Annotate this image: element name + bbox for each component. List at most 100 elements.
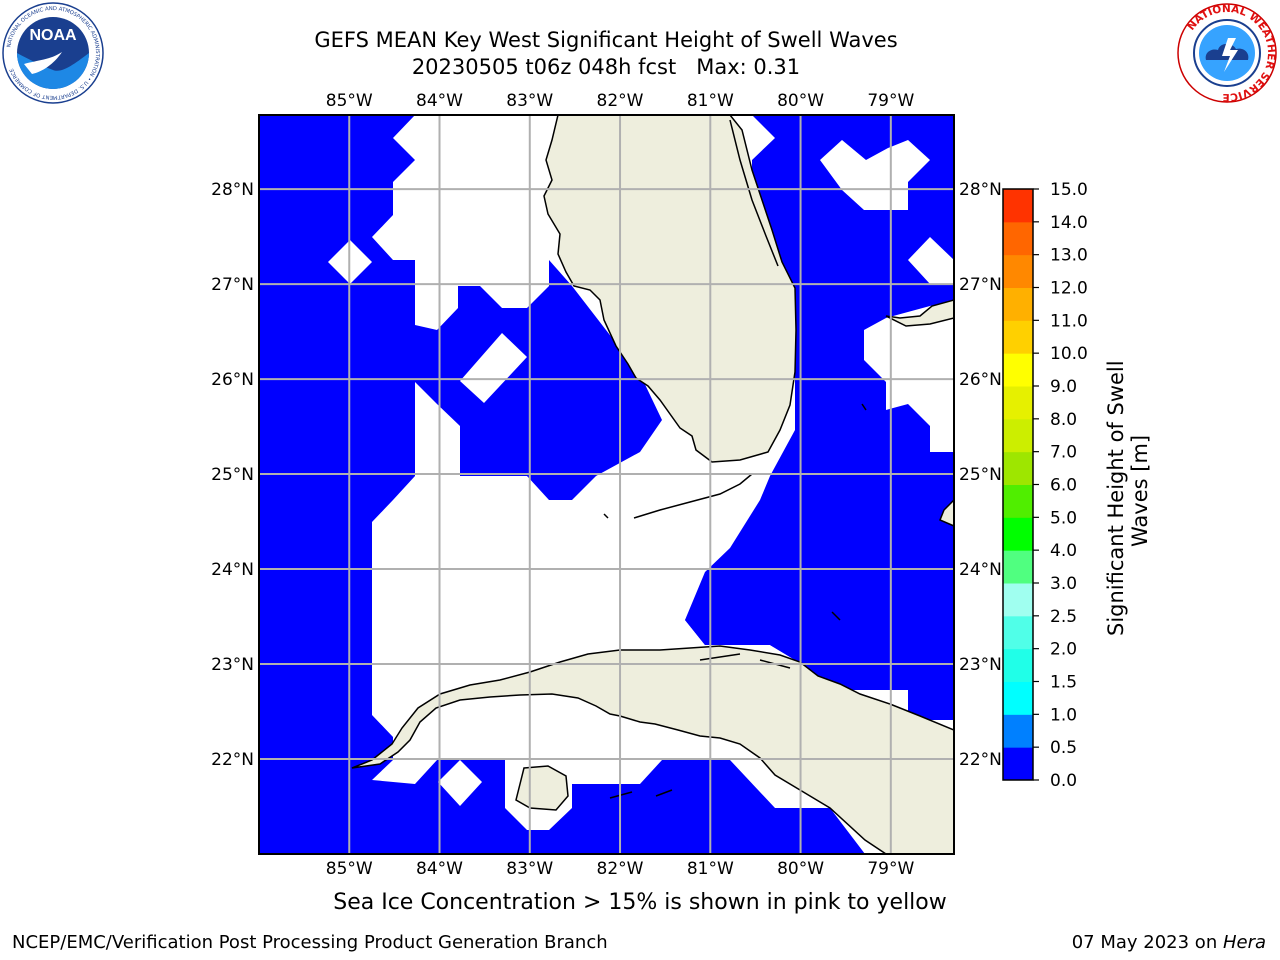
colorbar-swatch (1003, 451, 1033, 485)
colorbar-swatch (1003, 287, 1033, 321)
colorbar-swatch (1003, 681, 1033, 715)
colorbar-tick-label: 1.5 (1050, 673, 1077, 693)
colorbar-swatch (1003, 221, 1033, 256)
lat-label-left: 23°N (211, 655, 254, 675)
chart-subtitle: 20230505 t06z 048h fcst Max: 0.31 (411, 55, 801, 79)
hole-5 (438, 760, 482, 806)
colorbar-swatch (1003, 320, 1033, 354)
colorbar-label-line2: Waves [m] (1128, 435, 1150, 547)
lat-label-right: 26°N (959, 370, 1002, 390)
colorbar-label: Significant Height of Swell Waves [m] (1104, 360, 1150, 636)
lon-label-top: 84°W (416, 91, 463, 111)
land (351, 115, 954, 854)
colorbar-swatch (1003, 353, 1033, 387)
lat-label-right: 24°N (959, 560, 1002, 580)
swell-region-straits (685, 572, 908, 690)
colorbar-swatch (1003, 189, 1033, 223)
colorbar-tick-label: 0.5 (1050, 738, 1077, 758)
florida-keys (633, 473, 753, 519)
nws-logo: NATIONAL WEATHER SERVICE (1177, 3, 1277, 103)
noaa-logo: NOAA NATIONAL OCEANIC AND ATMOSPHERIC AD… (2, 2, 104, 104)
footer-credit: NCEP/EMC/Verification Post Processing Pr… (12, 932, 608, 953)
colorbar-swatch (1003, 615, 1033, 650)
colorbar-tick-label: 10.0 (1050, 344, 1088, 364)
colorbar-swatch (1003, 418, 1033, 453)
colorbar-tick-label: 4.0 (1050, 541, 1077, 561)
colorbar-tick-label: 14.0 (1050, 213, 1088, 233)
indian-river-lagoon (729, 119, 779, 267)
lat-label-right: 27°N (959, 275, 1002, 295)
map-frame (258, 114, 955, 855)
colorbar-tick-label: 13.0 (1050, 246, 1088, 266)
lon-label-top: 81°W (687, 91, 734, 111)
lon-label-top: 82°W (597, 91, 644, 111)
colorbar-swatch (1003, 583, 1033, 617)
colorbar-swatch (1003, 517, 1033, 551)
lon-label-bottom: 82°W (597, 859, 644, 879)
colorbar-tick-label: 2.0 (1050, 640, 1077, 660)
colorbar-tick-label: 12.0 (1050, 279, 1088, 299)
sea-ice-note: Sea Ice Concentration > 15% is shown in … (0, 890, 1280, 916)
colorbar-tick-label: 9.0 (1050, 377, 1077, 397)
lon-label-bottom: 80°W (777, 859, 824, 879)
sea-ice-note-text: Sea Ice Concentration > 15% is shown in … (333, 890, 947, 915)
noaa-logo-text: NOAA (29, 27, 77, 44)
andros-island (939, 498, 954, 527)
colorbar-label-line1: Significant Height of Swell (1104, 360, 1128, 636)
footer-date: 07 May 2023 on Hera (1072, 932, 1266, 954)
lon-labels-bottom: 85°W 84°W 83°W 82°W 81°W 80°W 79°W (326, 859, 915, 879)
lon-labels-top: 85°W 84°W 83°W 82°W 81°W 80°W 79°W (326, 91, 915, 111)
lon-label-top: 79°W (867, 91, 914, 111)
colorbar-tick-label: 15.0 (1050, 180, 1088, 200)
isla-de-la-juventud (515, 765, 569, 811)
hole-2 (460, 333, 527, 403)
hole-4 (908, 237, 954, 284)
colorbar-tick-label: 7.0 (1050, 443, 1077, 463)
lat-label-left: 26°N (211, 370, 254, 390)
colorbar-tick-label: 8.0 (1050, 410, 1077, 430)
colorbar-swatch (1003, 484, 1033, 518)
lat-labels-left: 28°N 27°N 26°N 25°N 24°N 23°N 22°N (211, 180, 254, 770)
hole-3 (820, 140, 930, 210)
colorbar-tick-label: 0.0 (1050, 771, 1077, 791)
colorbar-swatch (1003, 648, 1033, 682)
lon-label-bottom: 83°W (506, 859, 553, 879)
colorbar-tick-label: 11.0 (1050, 311, 1088, 331)
colorbar: 0.0 0.5 1.0 1.5 2.0 2.5 3.0 4.0 5.0 6.0 7.0 8.0 9.0 1… (1002, 180, 1088, 791)
florida-peninsula (543, 115, 797, 463)
lat-label-left: 25°N (211, 465, 254, 485)
lon-label-top: 80°W (777, 91, 824, 111)
lon-label-top: 83°W (506, 91, 553, 111)
colorbar-tick-label: 2.5 (1050, 607, 1077, 627)
lat-label-right: 23°N (959, 655, 1002, 675)
footer-date-text: 07 May 2023 on (1071, 932, 1223, 953)
grand-bahama (885, 299, 954, 327)
lat-label-left: 22°N (211, 750, 254, 770)
lon-label-bottom: 84°W (416, 859, 463, 879)
colorbar-tick-label: 6.0 (1050, 476, 1077, 496)
lon-label-bottom: 81°W (687, 859, 734, 879)
lat-label-right: 22°N (959, 750, 1002, 770)
dry-tortugas (603, 513, 609, 519)
colorbar-tick-label: 3.0 (1050, 574, 1077, 594)
coastline-details (603, 119, 867, 799)
colorbar-swatch (1003, 747, 1033, 781)
colorbar-tick-label: 5.0 (1050, 508, 1077, 528)
lat-label-right: 25°N (959, 465, 1002, 485)
map-gridlines (259, 115, 954, 854)
map-area (259, 115, 954, 854)
swell-region-west (259, 115, 865, 854)
lon-label-bottom: 85°W (326, 859, 373, 879)
lat-label-left: 27°N (211, 275, 254, 295)
colorbar-swatch (1003, 386, 1033, 420)
footer-host: Hera (1222, 932, 1266, 953)
chart-title: GEFS MEAN Key West Significant Height of… (314, 28, 898, 52)
colorbar-tick-label: 1.0 (1050, 705, 1077, 725)
lon-label-bottom: 79°W (867, 859, 914, 879)
lat-label-right: 28°N (959, 180, 1002, 200)
bimini (861, 403, 867, 411)
no-data-holes (328, 140, 954, 806)
colorbar-swatch (1003, 714, 1033, 748)
cay-sal (831, 611, 841, 621)
